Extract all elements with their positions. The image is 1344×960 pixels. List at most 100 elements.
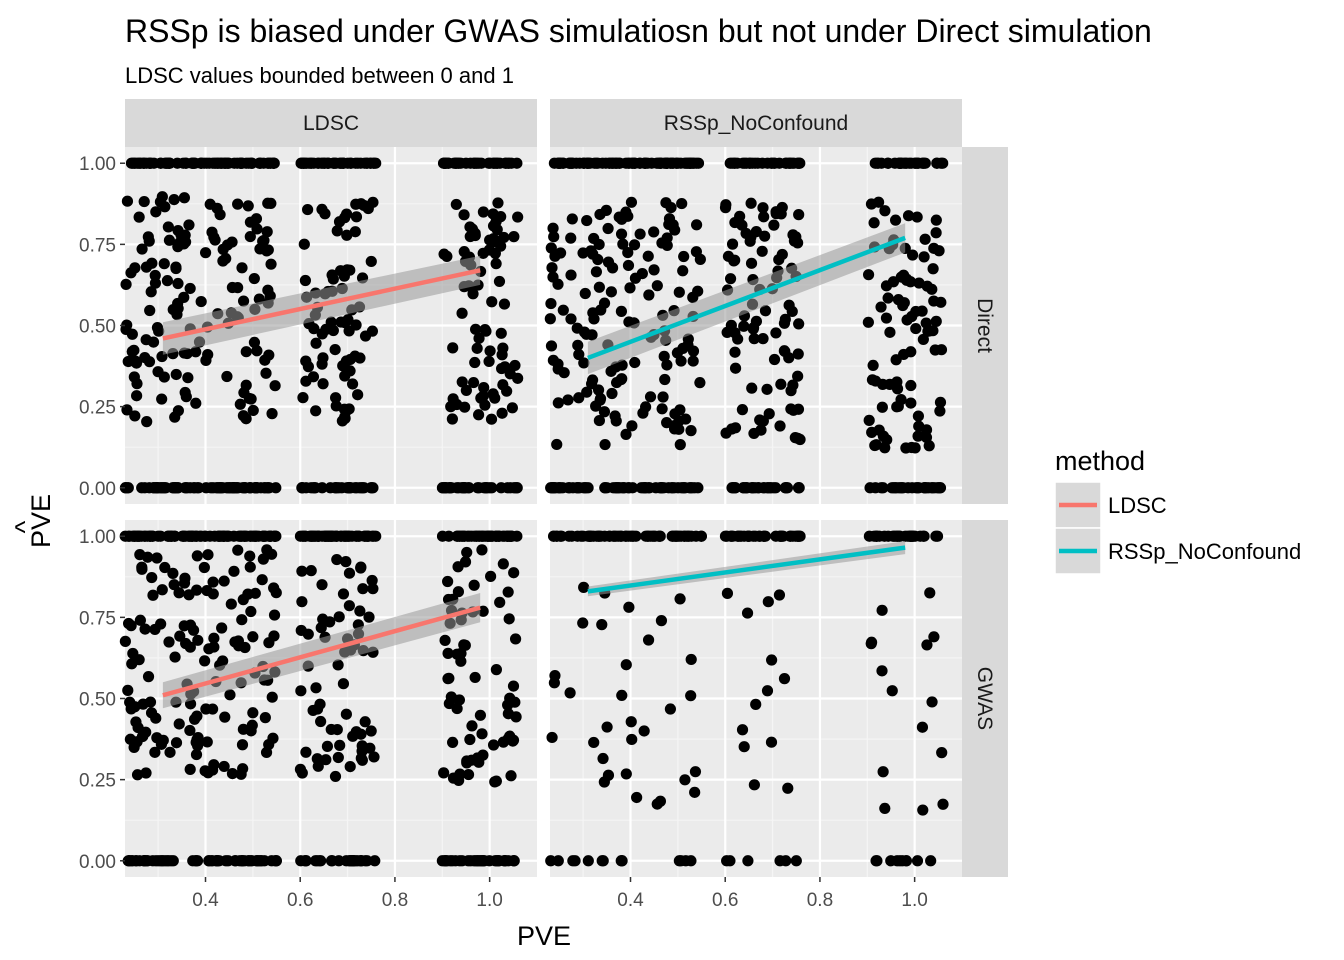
data-point <box>133 157 145 169</box>
data-point <box>128 344 140 356</box>
data-point <box>690 157 703 169</box>
data-point <box>757 202 769 214</box>
data-point <box>620 659 632 671</box>
data-point <box>156 482 169 494</box>
data-point <box>928 242 940 254</box>
points-group <box>119 157 524 494</box>
data-point <box>727 482 740 494</box>
x-tick-label: 1.0 <box>901 890 927 911</box>
data-point <box>258 234 270 247</box>
data-point <box>443 672 455 684</box>
data-point <box>331 723 343 736</box>
data-point <box>250 855 263 867</box>
data-point <box>750 698 762 710</box>
data-point <box>170 368 182 381</box>
data-point <box>136 563 148 575</box>
data-point <box>687 355 699 367</box>
data-point <box>888 530 900 542</box>
data-point <box>225 598 237 610</box>
data-point <box>354 605 366 617</box>
data-point <box>484 345 496 357</box>
facet-strip-label: Direct <box>973 298 996 353</box>
data-point <box>254 243 266 255</box>
data-point <box>750 315 763 327</box>
data-point <box>315 715 327 728</box>
data-point <box>343 600 355 612</box>
data-point <box>508 231 520 243</box>
data-point <box>155 157 167 169</box>
data-point <box>159 561 171 574</box>
data-point <box>456 376 468 388</box>
data-point <box>916 721 929 733</box>
data-point <box>302 203 314 216</box>
data-point <box>761 383 773 395</box>
data-point <box>270 482 282 494</box>
data-point <box>547 222 559 234</box>
data-point <box>898 157 910 169</box>
data-point <box>886 482 898 494</box>
data-point <box>247 404 259 417</box>
data-point <box>240 346 252 358</box>
y-axis-title-text: PVE <box>26 494 56 548</box>
data-point <box>240 379 252 391</box>
data-point <box>295 685 307 697</box>
data-point <box>754 530 766 542</box>
data-point <box>602 256 615 268</box>
data-point <box>496 362 508 375</box>
data-point <box>321 740 334 752</box>
data-point <box>748 333 760 345</box>
points-group <box>545 530 949 867</box>
data-point <box>179 572 191 584</box>
data-point <box>654 482 666 494</box>
data-point <box>355 482 368 494</box>
data-point <box>316 358 328 370</box>
data-point <box>884 378 896 390</box>
data-point <box>780 482 792 494</box>
data-point <box>316 579 328 591</box>
data-point <box>201 736 213 748</box>
data-point <box>190 748 203 761</box>
data-point <box>458 639 470 651</box>
legend-label: LDSC <box>1108 493 1167 518</box>
data-point <box>741 607 754 619</box>
data-point <box>644 391 657 403</box>
data-point <box>476 728 488 740</box>
data-point <box>464 157 477 169</box>
data-point <box>478 382 490 394</box>
data-point <box>309 855 322 867</box>
data-point <box>184 282 196 295</box>
data-point <box>628 239 641 251</box>
data-point <box>224 689 236 701</box>
data-point <box>658 350 670 362</box>
data-point <box>573 348 585 361</box>
data-point <box>134 855 146 867</box>
data-point <box>552 358 564 370</box>
data-point <box>565 313 577 325</box>
data-point <box>492 197 504 209</box>
data-point <box>669 408 681 420</box>
data-point <box>551 438 563 451</box>
data-point <box>473 332 485 344</box>
data-point <box>725 319 737 331</box>
data-point <box>260 746 273 759</box>
data-point <box>264 157 276 169</box>
data-point <box>456 307 468 319</box>
data-point <box>925 855 937 867</box>
data-point <box>158 258 170 270</box>
data-point <box>930 214 942 226</box>
data-point <box>236 739 249 751</box>
data-point <box>934 396 947 408</box>
data-point <box>461 546 473 559</box>
data-point <box>333 611 345 623</box>
data-point <box>153 325 165 337</box>
data-point <box>503 613 515 625</box>
data-point <box>508 567 520 579</box>
data-point <box>505 770 517 782</box>
data-point <box>248 272 260 285</box>
data-point <box>624 282 636 294</box>
data-point <box>783 352 795 364</box>
data-point <box>626 733 638 746</box>
data-point <box>297 392 309 404</box>
data-point <box>130 357 143 369</box>
data-point <box>467 376 480 389</box>
